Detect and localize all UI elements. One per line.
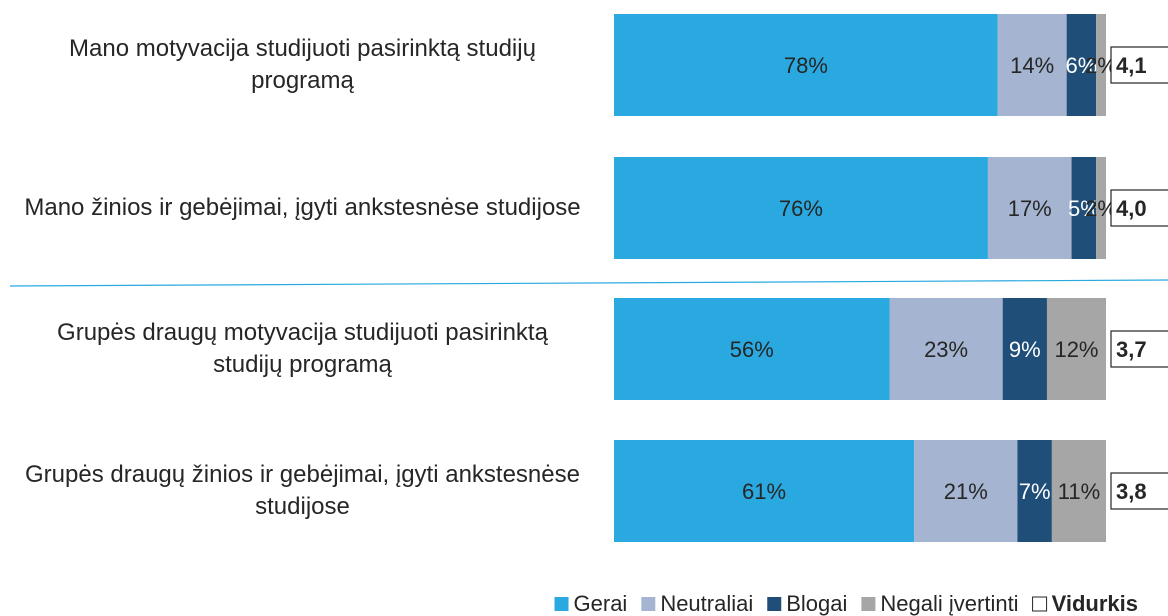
average-box bbox=[1110, 330, 1168, 368]
bar-segment bbox=[1096, 14, 1106, 116]
legend-swatch bbox=[554, 597, 569, 611]
legend-label: Gerai bbox=[574, 591, 628, 616]
legend-swatch bbox=[767, 597, 782, 611]
average-box bbox=[1110, 472, 1168, 510]
value-label: 5% bbox=[1068, 196, 1100, 221]
legend-swatch bbox=[1032, 596, 1048, 612]
bar-segment bbox=[1046, 298, 1106, 400]
legend-label: Vidurkis bbox=[1052, 591, 1138, 616]
value-label: 21% bbox=[944, 479, 988, 504]
category-label: Grupės draugų žinios ir gebėjimai, įgyti… bbox=[25, 461, 580, 520]
bar-segment bbox=[614, 440, 915, 542]
average-label: 4,1 bbox=[1116, 53, 1147, 78]
value-label: 76% bbox=[779, 196, 823, 221]
legend-swatch bbox=[861, 597, 876, 611]
bar-segment bbox=[1051, 440, 1106, 542]
separator bbox=[9, 279, 1168, 287]
bar-segment bbox=[1002, 298, 1047, 400]
legend-swatch bbox=[641, 597, 656, 611]
bar-segment bbox=[987, 157, 1072, 259]
legend-label: Neutraliai bbox=[660, 591, 753, 616]
value-label: 9% bbox=[1009, 337, 1041, 362]
value-label: 56% bbox=[730, 337, 774, 362]
category-label: Mano žinios ir gebėjimai, įgyti ankstesn… bbox=[24, 194, 581, 221]
bar-segment bbox=[614, 14, 998, 116]
value-label: 11% bbox=[1058, 479, 1100, 504]
bar-segment bbox=[1096, 157, 1106, 259]
value-label: 12% bbox=[1054, 337, 1098, 362]
bar-segment bbox=[914, 440, 1018, 542]
bar-segment bbox=[889, 298, 1003, 400]
average-box bbox=[1110, 189, 1168, 227]
legend-label: Negali įvertinti bbox=[880, 591, 1018, 616]
legend-label: Blogai bbox=[786, 591, 847, 616]
bar-segment bbox=[614, 157, 988, 259]
value-label: 61% bbox=[742, 479, 786, 504]
category-label: Mano motyvacija studijuoti pasirinktą st… bbox=[69, 35, 536, 94]
average-label: 3,8 bbox=[1116, 479, 1147, 504]
legend: Gerai Neutraliai Blogai Negali įvertinti Vid… bbox=[554, 591, 1138, 616]
average-box bbox=[1110, 46, 1168, 84]
value-label: 23% bbox=[924, 337, 968, 362]
average-label: 3,7 bbox=[1116, 337, 1147, 362]
bar-segment bbox=[997, 14, 1067, 116]
bar-segment bbox=[1071, 157, 1097, 259]
value-label: 17% bbox=[1008, 196, 1052, 221]
category-label: Grupės draugų motyvacija studijuoti pasi… bbox=[57, 319, 548, 378]
bar-segment bbox=[1066, 14, 1097, 116]
value-label: 78% bbox=[784, 53, 828, 78]
value-label: 7% bbox=[1019, 479, 1051, 504]
value-label: 6% bbox=[1066, 53, 1098, 78]
bar-segment bbox=[614, 298, 890, 400]
value-label: 14% bbox=[1010, 53, 1054, 78]
bar-segment bbox=[1017, 440, 1052, 542]
average-label: 4,0 bbox=[1116, 196, 1147, 221]
